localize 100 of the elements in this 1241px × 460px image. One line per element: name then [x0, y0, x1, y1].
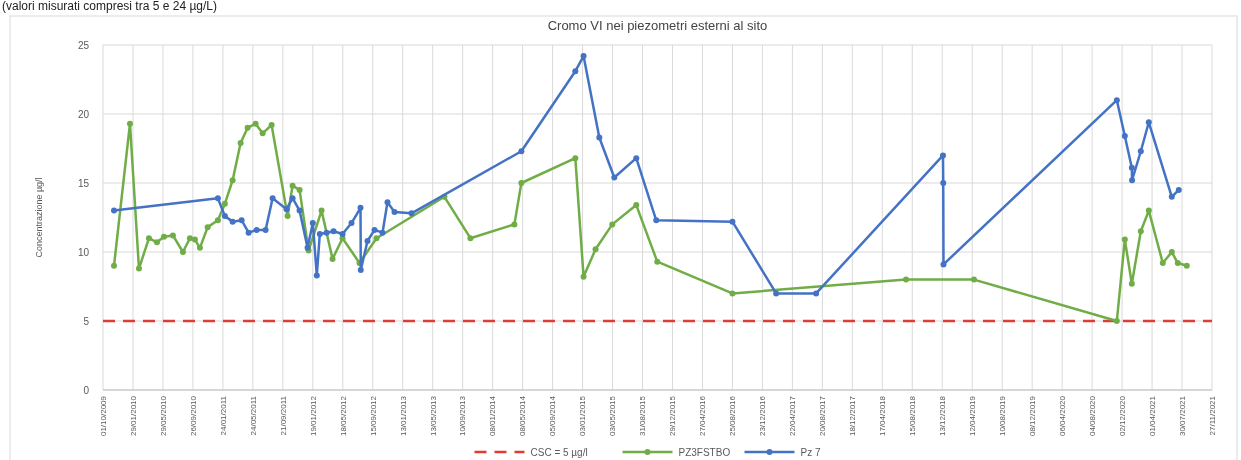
point	[253, 226, 260, 233]
x-tick-label: 23/12/2016	[758, 395, 768, 437]
point	[633, 155, 640, 162]
x-tick-label: 27/04/2016	[698, 395, 708, 437]
point	[572, 68, 579, 75]
point	[221, 200, 228, 207]
point	[1145, 119, 1152, 126]
point	[318, 207, 325, 214]
x-tick-label: 17/04/2018	[878, 395, 888, 437]
point	[729, 218, 736, 225]
y-axis-title: Concentrazione µg/l	[34, 177, 44, 258]
point	[339, 231, 346, 238]
point	[1113, 318, 1120, 324]
x-tick-label: 03/01/2015	[578, 395, 588, 437]
point	[1121, 133, 1128, 140]
point	[1128, 164, 1135, 171]
x-tick-label: 08/05/2014	[518, 395, 528, 437]
point	[903, 276, 910, 283]
point	[296, 207, 303, 214]
y-tick-label: 20	[77, 108, 90, 120]
point	[214, 217, 221, 224]
point	[245, 229, 252, 236]
point	[153, 239, 160, 246]
x-tick-label: 01/04/2021	[1147, 395, 1157, 437]
point	[357, 266, 364, 273]
point	[296, 186, 303, 193]
x-tick-label: 01/10/2009	[98, 395, 108, 437]
point	[268, 122, 275, 129]
point	[126, 120, 133, 127]
point	[269, 195, 276, 202]
y-tick-label: 5	[83, 315, 90, 327]
x-tick-label: 10/08/2019	[997, 395, 1007, 437]
point	[289, 182, 296, 189]
point	[1183, 262, 1190, 269]
point	[408, 210, 415, 217]
x-tick-label: 15/08/2018	[908, 395, 918, 437]
x-tick-label: 05/09/2014	[548, 395, 558, 437]
point	[511, 221, 518, 228]
point	[221, 213, 228, 220]
point	[609, 221, 616, 228]
x-tick-label: 08/01/2014	[488, 395, 498, 437]
point	[316, 231, 323, 238]
x-tick-label: 29/01/2010	[128, 395, 138, 437]
x-tick-label: 06/04/2020	[1057, 395, 1067, 437]
x-tick-label: 04/08/2020	[1087, 395, 1097, 437]
x-tick-label: 20/08/2017	[818, 395, 828, 437]
legend-label: CSC = 5 µg/l	[530, 446, 588, 458]
point	[518, 148, 525, 155]
y-tick-label: 0	[83, 384, 90, 396]
x-tick-label: 31/08/2015	[638, 395, 648, 437]
point	[373, 235, 380, 242]
point	[237, 139, 244, 146]
x-tick-label: 03/05/2015	[608, 395, 618, 437]
legend-label: PZ3FSTBO	[678, 446, 731, 458]
x-tick-label: 18/12/2017	[848, 395, 858, 437]
y-tick-label: 15	[77, 177, 90, 189]
point	[186, 235, 193, 242]
point	[262, 226, 269, 233]
x-tick-label: 12/04/2019	[968, 395, 978, 437]
x-tick-label: 10/09/2013	[458, 395, 468, 437]
point	[1174, 260, 1181, 267]
point	[813, 290, 820, 297]
point	[572, 155, 579, 162]
x-tick-label: 24/05/2011	[248, 395, 258, 436]
point	[1128, 280, 1135, 287]
point	[940, 261, 947, 268]
x-tick-label: 25/08/2016	[728, 395, 738, 437]
point	[357, 204, 364, 211]
point	[939, 152, 946, 159]
point	[391, 208, 398, 215]
point	[1145, 207, 1152, 214]
point	[323, 229, 330, 236]
point	[229, 218, 236, 225]
point	[289, 195, 296, 202]
y-tick-label: 10	[77, 246, 90, 258]
point	[371, 226, 378, 233]
legend-label: Pz 7	[800, 446, 821, 458]
x-tick-label: 29/05/2010	[158, 395, 168, 437]
x-tick-label: 13/12/2018	[938, 395, 948, 437]
point	[252, 120, 259, 127]
point	[283, 206, 290, 213]
point	[633, 202, 640, 209]
point	[1137, 228, 1144, 235]
point	[348, 220, 355, 227]
chart-title: Cromo VI nei piezometri esterni al sito	[547, 18, 768, 33]
point	[169, 232, 176, 239]
point	[384, 199, 391, 206]
point	[204, 224, 211, 231]
point	[329, 255, 336, 262]
point	[1159, 260, 1166, 267]
point	[940, 180, 947, 186]
point	[214, 195, 221, 202]
point	[191, 236, 198, 243]
point	[1168, 193, 1175, 200]
point	[596, 134, 603, 141]
point	[379, 229, 386, 236]
x-tick-label: 15/09/2012	[368, 395, 378, 437]
point	[309, 220, 316, 227]
point	[179, 249, 186, 255]
point	[259, 130, 266, 137]
